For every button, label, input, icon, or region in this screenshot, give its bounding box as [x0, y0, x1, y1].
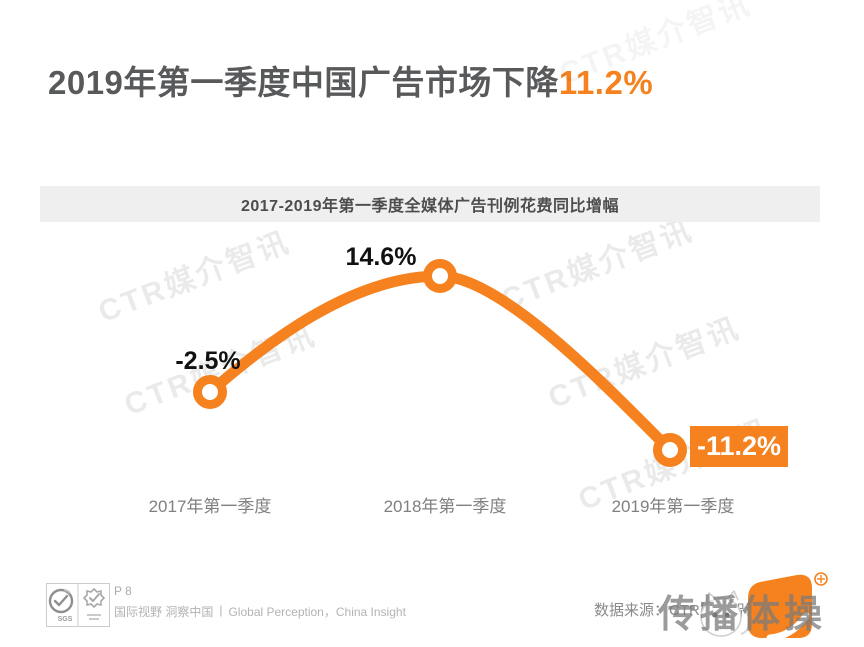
- x-axis-label-2017: 2017年第一季度: [148, 497, 272, 516]
- x-axis-label-2019: 2019年第一季度: [611, 497, 735, 516]
- data-point-2017: [193, 375, 227, 409]
- footer-tagline-en: Global Perception，China Insight: [228, 605, 406, 619]
- footer-tagline: 国际视野 洞察中国 | Global Perception，China Insi…: [114, 603, 406, 620]
- page-title: 2019年第一季度中国广告市场下降11.2%: [48, 56, 653, 104]
- registered-mark-icon: [814, 572, 828, 586]
- page-number: P 8: [114, 584, 132, 598]
- brand-watermark: 传播体操: [658, 594, 827, 636]
- chart-title-bar: 2017-2019年第一季度全媒体广告刊例花费同比增幅: [40, 186, 820, 222]
- brand-logo: [748, 572, 828, 642]
- trend-line: [204, 270, 676, 456]
- value-label-2017: -2.5%: [175, 347, 241, 375]
- value-label-2019-badge: -11.2%: [690, 426, 788, 467]
- value-label-2018: 14.6%: [345, 243, 417, 271]
- page-title-highlight: 11.2%: [558, 64, 654, 101]
- data-point-2018: [423, 259, 457, 293]
- footer-tagline-separator: |: [219, 603, 223, 617]
- footer-tagline-cn: 国际视野 洞察中国: [114, 605, 214, 619]
- page-title-text: 2019年第一季度中国广告市场下降: [48, 64, 559, 101]
- svg-text:SGS: SGS: [58, 616, 73, 623]
- certification-stamps-icon: SGS: [46, 583, 110, 627]
- data-point-2019: [653, 433, 687, 467]
- x-axis-label-2018: 2018年第一季度: [383, 497, 507, 516]
- cat-doodle-icon: [700, 590, 751, 637]
